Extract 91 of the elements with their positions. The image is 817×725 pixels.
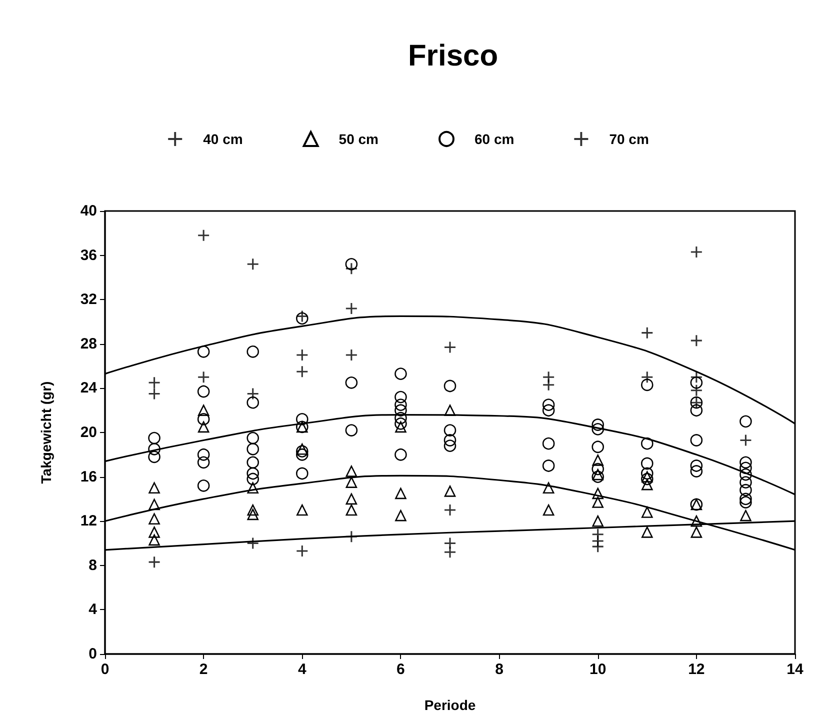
point bbox=[444, 342, 456, 353]
point bbox=[198, 421, 210, 433]
point bbox=[641, 471, 653, 482]
point bbox=[296, 546, 308, 557]
legend-label: 50 cm bbox=[338, 131, 379, 147]
point bbox=[296, 504, 308, 516]
y-tick-label: 4 bbox=[88, 601, 98, 618]
point bbox=[296, 420, 308, 434]
point bbox=[346, 531, 357, 542]
point bbox=[148, 556, 160, 568]
point bbox=[247, 482, 259, 494]
x-tick-label: 6 bbox=[396, 661, 405, 678]
point bbox=[542, 504, 554, 516]
point bbox=[592, 515, 604, 527]
point bbox=[641, 478, 653, 490]
point bbox=[444, 486, 456, 497]
point bbox=[444, 404, 456, 416]
y-tick-label: 12 bbox=[80, 512, 97, 530]
x-tick-label: 0 bbox=[100, 661, 110, 678]
point bbox=[148, 377, 160, 388]
point bbox=[148, 498, 160, 510]
legend-label: 70 cm bbox=[609, 131, 649, 147]
point bbox=[346, 493, 358, 505]
y-axis-title: Takgewicht (gr) bbox=[38, 381, 54, 484]
y-tick-label: 0 bbox=[88, 646, 97, 662]
chart-title: Frisco bbox=[408, 40, 498, 72]
point bbox=[395, 421, 406, 433]
y-tick-label: 8 bbox=[88, 556, 97, 574]
point bbox=[395, 510, 406, 522]
point bbox=[690, 498, 703, 511]
point bbox=[690, 515, 702, 527]
point bbox=[198, 372, 210, 383]
y-tick-label: 24 bbox=[80, 380, 98, 397]
y-tick-label: 20 bbox=[80, 424, 97, 441]
point bbox=[346, 263, 357, 274]
point bbox=[592, 496, 604, 508]
x-tick-label: 8 bbox=[495, 661, 504, 678]
point bbox=[444, 546, 456, 558]
y-tick-label: 32 bbox=[80, 291, 97, 308]
x-tick-label: 2 bbox=[199, 661, 208, 678]
y-tick-label: 36 bbox=[80, 246, 97, 264]
point bbox=[592, 468, 604, 480]
y-tick-label: 28 bbox=[80, 335, 97, 352]
point bbox=[641, 526, 653, 538]
point bbox=[148, 482, 160, 494]
x-tick-label: 10 bbox=[590, 661, 606, 678]
point bbox=[642, 327, 653, 338]
point bbox=[690, 372, 702, 383]
x-tick-label: 12 bbox=[688, 661, 705, 678]
point bbox=[346, 476, 358, 488]
point bbox=[148, 534, 160, 546]
point bbox=[198, 230, 210, 241]
point bbox=[346, 504, 358, 516]
point bbox=[346, 466, 358, 477]
point bbox=[148, 388, 160, 400]
point bbox=[740, 434, 752, 446]
y-tick-label: 40 bbox=[80, 202, 97, 220]
point bbox=[740, 510, 752, 522]
x-axis-title: Periode bbox=[424, 697, 476, 713]
point bbox=[690, 526, 702, 538]
point bbox=[346, 349, 357, 360]
legend-label: 40 cm bbox=[203, 131, 243, 147]
y-tick-label: 16 bbox=[80, 468, 97, 486]
point bbox=[395, 488, 406, 500]
point bbox=[247, 388, 258, 400]
point bbox=[247, 504, 259, 516]
point bbox=[592, 488, 604, 500]
legend-label: 60 cm bbox=[474, 131, 514, 147]
x-tick-label: 4 bbox=[298, 661, 307, 678]
point bbox=[690, 246, 702, 258]
point bbox=[148, 513, 160, 525]
point bbox=[542, 482, 554, 494]
point bbox=[690, 384, 702, 396]
point bbox=[296, 310, 308, 322]
point bbox=[247, 508, 259, 520]
point bbox=[641, 506, 653, 518]
point bbox=[148, 526, 160, 538]
point bbox=[592, 541, 604, 552]
point bbox=[247, 538, 258, 549]
point bbox=[690, 335, 702, 346]
point bbox=[247, 258, 258, 270]
point bbox=[444, 504, 456, 516]
point bbox=[296, 443, 308, 455]
x-tick-label: 14 bbox=[786, 661, 804, 678]
point bbox=[543, 379, 554, 390]
point bbox=[346, 302, 357, 314]
point bbox=[198, 404, 210, 416]
point bbox=[592, 454, 604, 466]
point bbox=[296, 349, 308, 360]
point bbox=[296, 366, 308, 378]
point bbox=[642, 372, 653, 383]
